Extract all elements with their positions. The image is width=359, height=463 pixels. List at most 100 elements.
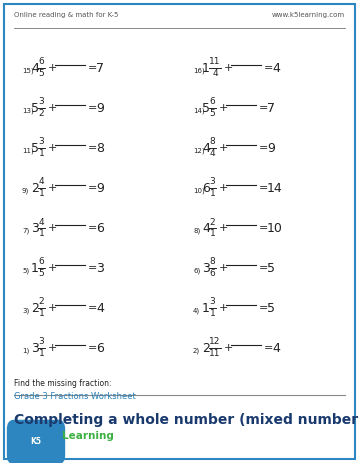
Text: 1: 1 (210, 308, 215, 318)
Text: =: = (88, 263, 97, 273)
Text: =: = (88, 103, 97, 113)
Text: 4: 4 (39, 177, 44, 187)
Text: 6: 6 (210, 269, 215, 277)
Text: 2): 2) (193, 348, 200, 354)
Text: 3: 3 (210, 298, 215, 307)
Text: 1: 1 (39, 229, 45, 238)
Text: 11: 11 (209, 57, 221, 67)
Text: +: + (219, 303, 228, 313)
Text: +: + (219, 143, 228, 153)
Text: +: + (224, 343, 233, 353)
Text: 3: 3 (202, 262, 210, 275)
Text: +: + (219, 183, 228, 193)
Text: 1: 1 (210, 229, 215, 238)
FancyBboxPatch shape (7, 420, 65, 463)
Text: 7: 7 (267, 101, 275, 114)
Text: +: + (224, 63, 233, 73)
Text: 5): 5) (22, 268, 29, 274)
Text: 4: 4 (212, 69, 218, 77)
Text: +: + (48, 223, 57, 233)
Text: =: = (259, 263, 269, 273)
Text: 3: 3 (39, 138, 45, 146)
Text: +: + (219, 263, 228, 273)
Text: 1: 1 (39, 349, 45, 357)
Text: 2: 2 (210, 218, 215, 226)
Text: 5: 5 (210, 108, 215, 118)
Text: =: = (259, 103, 269, 113)
Text: 5: 5 (202, 101, 210, 114)
Text: 2: 2 (39, 108, 44, 118)
Text: +: + (48, 183, 57, 193)
Text: =: = (264, 343, 273, 353)
Text: K5: K5 (31, 438, 42, 446)
Text: 6: 6 (96, 221, 104, 234)
Text: +: + (219, 103, 228, 113)
Text: Find the missing fraction:: Find the missing fraction: (14, 379, 112, 388)
Text: 1: 1 (31, 262, 39, 275)
Text: =: = (88, 63, 97, 73)
Text: 5: 5 (31, 101, 39, 114)
Text: 1: 1 (202, 301, 210, 314)
Text: 4: 4 (210, 149, 215, 157)
Text: =: = (88, 143, 97, 153)
Text: 6: 6 (39, 57, 45, 67)
Text: 4: 4 (202, 142, 210, 155)
Text: 1: 1 (210, 188, 215, 198)
Text: Online reading & math for K-5: Online reading & math for K-5 (14, 12, 118, 18)
Text: 5: 5 (267, 301, 275, 314)
Text: 13): 13) (22, 108, 34, 114)
Text: 5: 5 (39, 69, 45, 77)
Text: 4: 4 (96, 301, 104, 314)
Text: 8: 8 (96, 142, 104, 155)
Text: 1: 1 (202, 62, 210, 75)
Text: 5: 5 (267, 262, 275, 275)
Text: =: = (264, 63, 273, 73)
Text: +: + (48, 103, 57, 113)
Text: +: + (219, 223, 228, 233)
Text: =: = (259, 143, 269, 153)
Text: 2: 2 (39, 298, 44, 307)
Text: 6: 6 (202, 181, 210, 194)
Text: 3: 3 (39, 338, 45, 346)
Text: Grade 3 Fractions Worksheet: Grade 3 Fractions Worksheet (14, 392, 136, 401)
Text: =: = (88, 343, 97, 353)
Text: 3: 3 (31, 221, 39, 234)
Text: 7: 7 (96, 62, 104, 75)
Text: 9: 9 (267, 142, 275, 155)
Text: 6: 6 (96, 342, 104, 355)
Text: Learning: Learning (62, 431, 114, 441)
Text: 8: 8 (210, 257, 215, 267)
Text: 15): 15) (22, 68, 34, 74)
FancyBboxPatch shape (4, 4, 355, 459)
Text: 4: 4 (202, 221, 210, 234)
Text: =: = (259, 223, 269, 233)
Text: 9: 9 (96, 181, 104, 194)
Text: 12): 12) (193, 148, 205, 154)
Text: +: + (48, 263, 57, 273)
Text: 9: 9 (96, 101, 104, 114)
Text: 14: 14 (267, 181, 283, 194)
Text: 4: 4 (272, 342, 280, 355)
Text: 2: 2 (31, 181, 39, 194)
Text: 3: 3 (31, 342, 39, 355)
Text: +: + (48, 303, 57, 313)
Text: 3: 3 (96, 262, 104, 275)
Text: =: = (259, 183, 269, 193)
Text: 1: 1 (39, 149, 45, 157)
Text: 4: 4 (31, 62, 39, 75)
Text: 11): 11) (22, 148, 34, 154)
Text: Completing a whole number (mixed numbers): Completing a whole number (mixed numbers… (14, 413, 359, 427)
Text: 10): 10) (193, 188, 205, 194)
Text: 3: 3 (210, 177, 215, 187)
Text: 11: 11 (209, 349, 221, 357)
Text: 10: 10 (267, 221, 283, 234)
Text: 1: 1 (39, 188, 45, 198)
Text: 5: 5 (31, 142, 39, 155)
Text: 8: 8 (210, 138, 215, 146)
Text: =: = (259, 303, 269, 313)
Text: 1: 1 (39, 308, 45, 318)
Text: 9): 9) (22, 188, 29, 194)
Text: 4: 4 (272, 62, 280, 75)
Text: 3: 3 (39, 98, 45, 106)
Text: 5: 5 (39, 269, 45, 277)
